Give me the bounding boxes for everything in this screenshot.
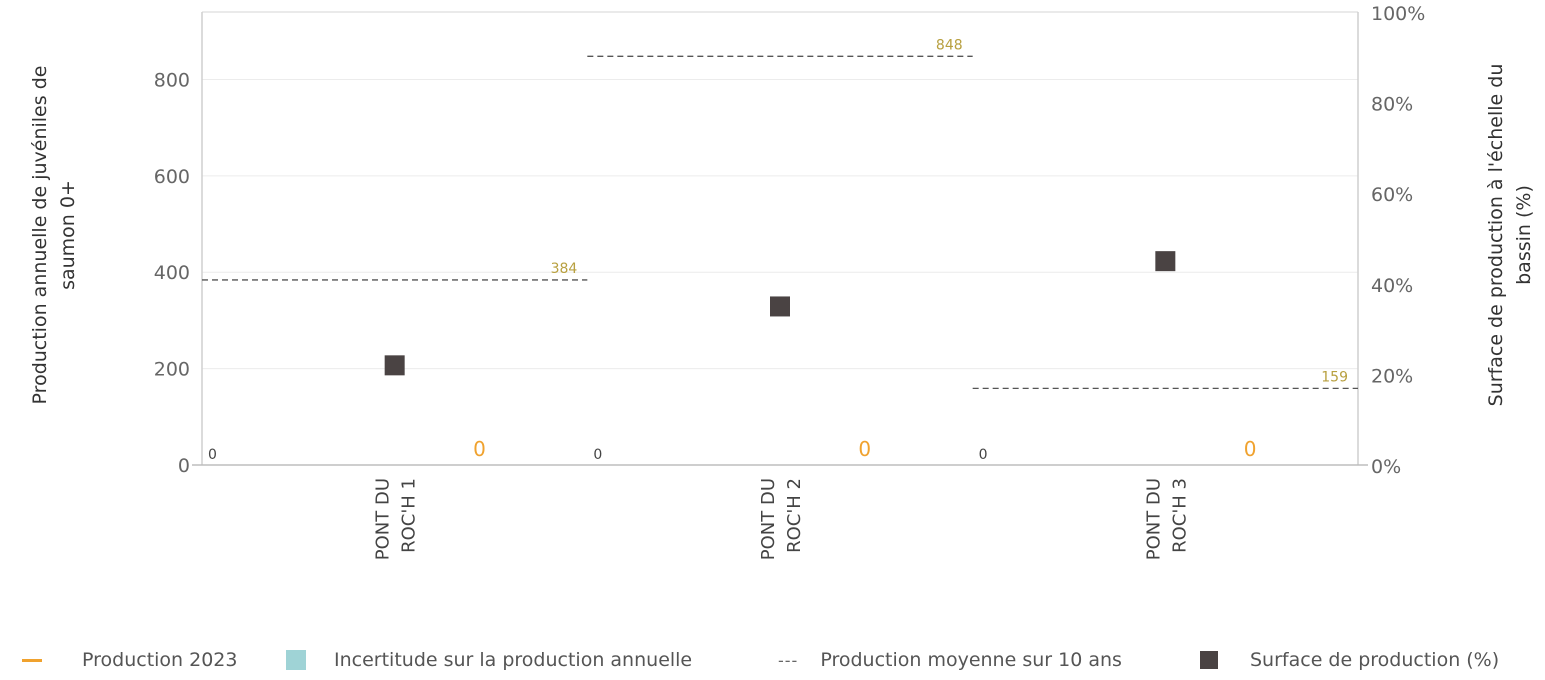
production-line-swatch bbox=[22, 658, 42, 662]
y-tick-label: 600 bbox=[154, 166, 190, 188]
x-category-label-line: PONT DU bbox=[373, 478, 394, 560]
x-category-label: PONT DU ROC'H 2 bbox=[758, 478, 805, 560]
y-tick-label: 400 bbox=[154, 262, 190, 284]
legend-item-uncertainty[interactable]: Incertitude sur la production annuelle bbox=[286, 640, 692, 680]
y2-tick-label: 80% bbox=[1371, 94, 1413, 116]
surface-square-swatch bbox=[1200, 651, 1218, 669]
y2-tick-label: 20% bbox=[1371, 365, 1413, 387]
legend-item-surface[interactable]: Surface de production (%) bbox=[1200, 640, 1499, 680]
legend-item-production[interactable]: Production 2023 bbox=[22, 640, 237, 680]
y-axis-title-line: Production annuelle de juvéniles de bbox=[29, 66, 51, 405]
uncertainty-value-label: 0 bbox=[979, 447, 988, 463]
x-category-label-line: PONT DU bbox=[758, 478, 779, 560]
average-value-label: 159 bbox=[1321, 369, 1348, 385]
y2-axis-title-line: bassin (%) bbox=[1513, 185, 1535, 285]
production-value-label: 0 bbox=[858, 437, 871, 461]
uncertainty-band-swatch bbox=[286, 650, 306, 670]
y2-axis-title-line: Surface de production à l'échelle du bbox=[1485, 64, 1507, 407]
y-axis-title-line: saumon 0+ bbox=[57, 180, 79, 290]
y2-tick-label: 0% bbox=[1371, 456, 1401, 478]
y-tick-label: 200 bbox=[154, 359, 190, 381]
legend-label-production: Production 2023 bbox=[82, 649, 238, 671]
production-value-label: 0 bbox=[473, 437, 486, 461]
x-category-label: PONT DU ROC'H 1 bbox=[373, 478, 420, 560]
y-tick-label: 0 bbox=[178, 455, 190, 477]
uncertainty-value-label: 0 bbox=[208, 447, 217, 463]
legend-label-uncertainty: Incertitude sur la production annuelle bbox=[334, 649, 693, 671]
surface-marker bbox=[1155, 251, 1176, 272]
y2-tick-label: 100% bbox=[1371, 3, 1425, 25]
y-tick-label: 800 bbox=[154, 69, 190, 91]
average-value-label: 384 bbox=[551, 261, 578, 277]
y2-axis-title: Surface de production à l'échelle du bass… bbox=[1485, 64, 1535, 407]
legend-item-average[interactable]: --- Production moyenne sur 10 ans bbox=[778, 640, 1122, 680]
legend-label-average: Production moyenne sur 10 ans bbox=[820, 649, 1122, 671]
x-category-label: PONT DU ROC'H 3 bbox=[1143, 478, 1190, 560]
x-category-label-line: ROC'H 3 bbox=[1169, 478, 1190, 553]
production-value-label: 0 bbox=[1244, 437, 1257, 461]
chart: 0 200 400 600 800 0% 20% 40% 60% 80% 100% 384 0 0 PONT… bbox=[29, 3, 1535, 560]
legend-label-surface: Surface de production (%) bbox=[1250, 649, 1500, 671]
x-category-label-line: PONT DU bbox=[1143, 478, 1164, 560]
y2-tick-label: 60% bbox=[1371, 184, 1413, 206]
surface-marker bbox=[384, 355, 405, 376]
average-value-label: 848 bbox=[936, 37, 963, 53]
uncertainty-value-label: 0 bbox=[593, 447, 602, 463]
x-category-label-line: ROC'H 2 bbox=[784, 478, 805, 553]
average-dash-swatch: --- bbox=[778, 650, 799, 670]
surface-marker bbox=[770, 296, 790, 317]
y2-tick-label: 40% bbox=[1371, 275, 1413, 297]
y-axis-title: Production annuelle de juvéniles de saumo… bbox=[29, 66, 79, 405]
legend: Production 2023 Incertitude sur la produ… bbox=[0, 640, 1545, 680]
x-category-label-line: ROC'H 1 bbox=[399, 478, 420, 553]
